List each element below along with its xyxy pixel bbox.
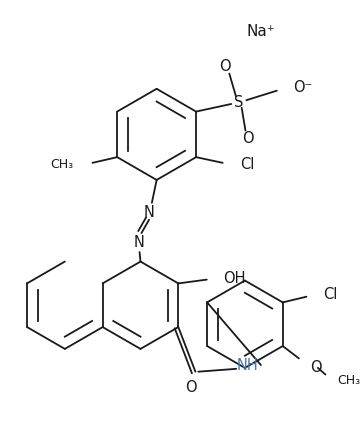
Text: Cl: Cl bbox=[240, 157, 254, 172]
Text: O⁻: O⁻ bbox=[293, 80, 312, 95]
Text: S: S bbox=[234, 95, 243, 110]
Text: Na⁺: Na⁺ bbox=[247, 24, 275, 39]
Text: N: N bbox=[144, 205, 154, 220]
Text: O: O bbox=[219, 58, 230, 73]
Text: O: O bbox=[243, 130, 254, 146]
Text: CH₃: CH₃ bbox=[337, 374, 360, 387]
Text: Cl: Cl bbox=[324, 287, 338, 302]
Text: OH: OH bbox=[223, 271, 246, 286]
Text: O: O bbox=[310, 360, 322, 375]
Text: NH: NH bbox=[237, 358, 258, 372]
Text: O: O bbox=[185, 380, 197, 395]
Text: CH₃: CH₃ bbox=[50, 158, 73, 171]
Text: N: N bbox=[134, 235, 145, 250]
